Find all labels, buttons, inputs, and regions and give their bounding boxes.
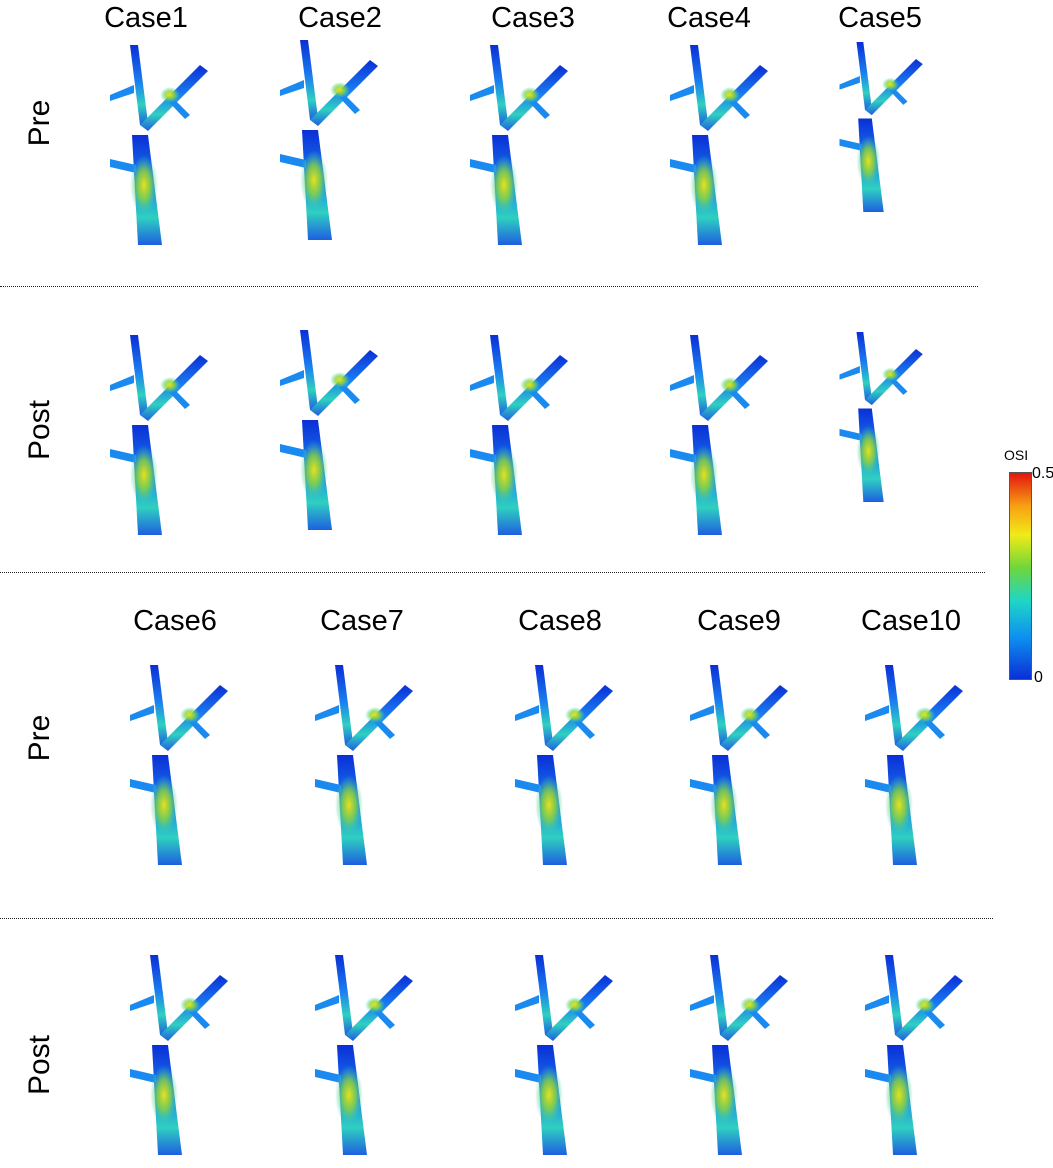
case-label-10: Case10: [861, 605, 961, 637]
case-label-6: Case6: [133, 605, 217, 637]
vessel-case6-post: [130, 955, 228, 1155]
case-label-7: Case7: [320, 605, 404, 637]
vessel-case2-pre: [280, 40, 378, 240]
vessel-case4-pre: [670, 45, 768, 245]
vessel-case1-pre: [110, 45, 208, 245]
colorbar-min-label: 0: [1034, 669, 1043, 686]
case-label-2: Case2: [298, 2, 382, 34]
colorbar-title: OSI: [1004, 447, 1029, 463]
vessel-case10-pre: [865, 665, 963, 865]
vessel-case3-post: [470, 335, 568, 535]
vessel-case8-pre: [515, 665, 613, 865]
separator-2: [0, 572, 985, 573]
case-label-4: Case4: [667, 2, 751, 34]
vessel-case5-pre: [839, 42, 923, 212]
vessel-case9-post: [690, 955, 788, 1155]
separator-1: [0, 286, 978, 287]
osi-colorbar: [1009, 472, 1032, 680]
vessel-case5-post: [839, 332, 923, 502]
vessel-case7-pre: [315, 665, 413, 865]
vessel-case8-post: [515, 955, 613, 1155]
vessel-case4-post: [670, 335, 768, 535]
vessel-case3-pre: [470, 45, 568, 245]
vessel-case6-pre: [130, 665, 228, 865]
case-label-1: Case1: [104, 2, 188, 34]
case-label-9: Case9: [697, 605, 781, 637]
colorbar-max-label: 0.5: [1032, 465, 1053, 482]
vessel-case10-post: [865, 955, 963, 1155]
vessel-case1-post: [110, 335, 208, 535]
case-label-8: Case8: [518, 605, 602, 637]
separator-3: [0, 918, 993, 919]
vessel-case7-post: [315, 955, 413, 1155]
vessel-case9-pre: [690, 665, 788, 865]
vessel-case2-post: [280, 330, 378, 530]
case-label-3: Case3: [491, 2, 575, 34]
case-label-5: Case5: [838, 2, 922, 34]
